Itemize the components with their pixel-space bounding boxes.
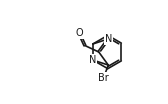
Text: O: O [75,28,83,38]
Text: Br: Br [98,73,109,83]
Text: N: N [89,55,97,65]
Text: N: N [104,34,112,44]
